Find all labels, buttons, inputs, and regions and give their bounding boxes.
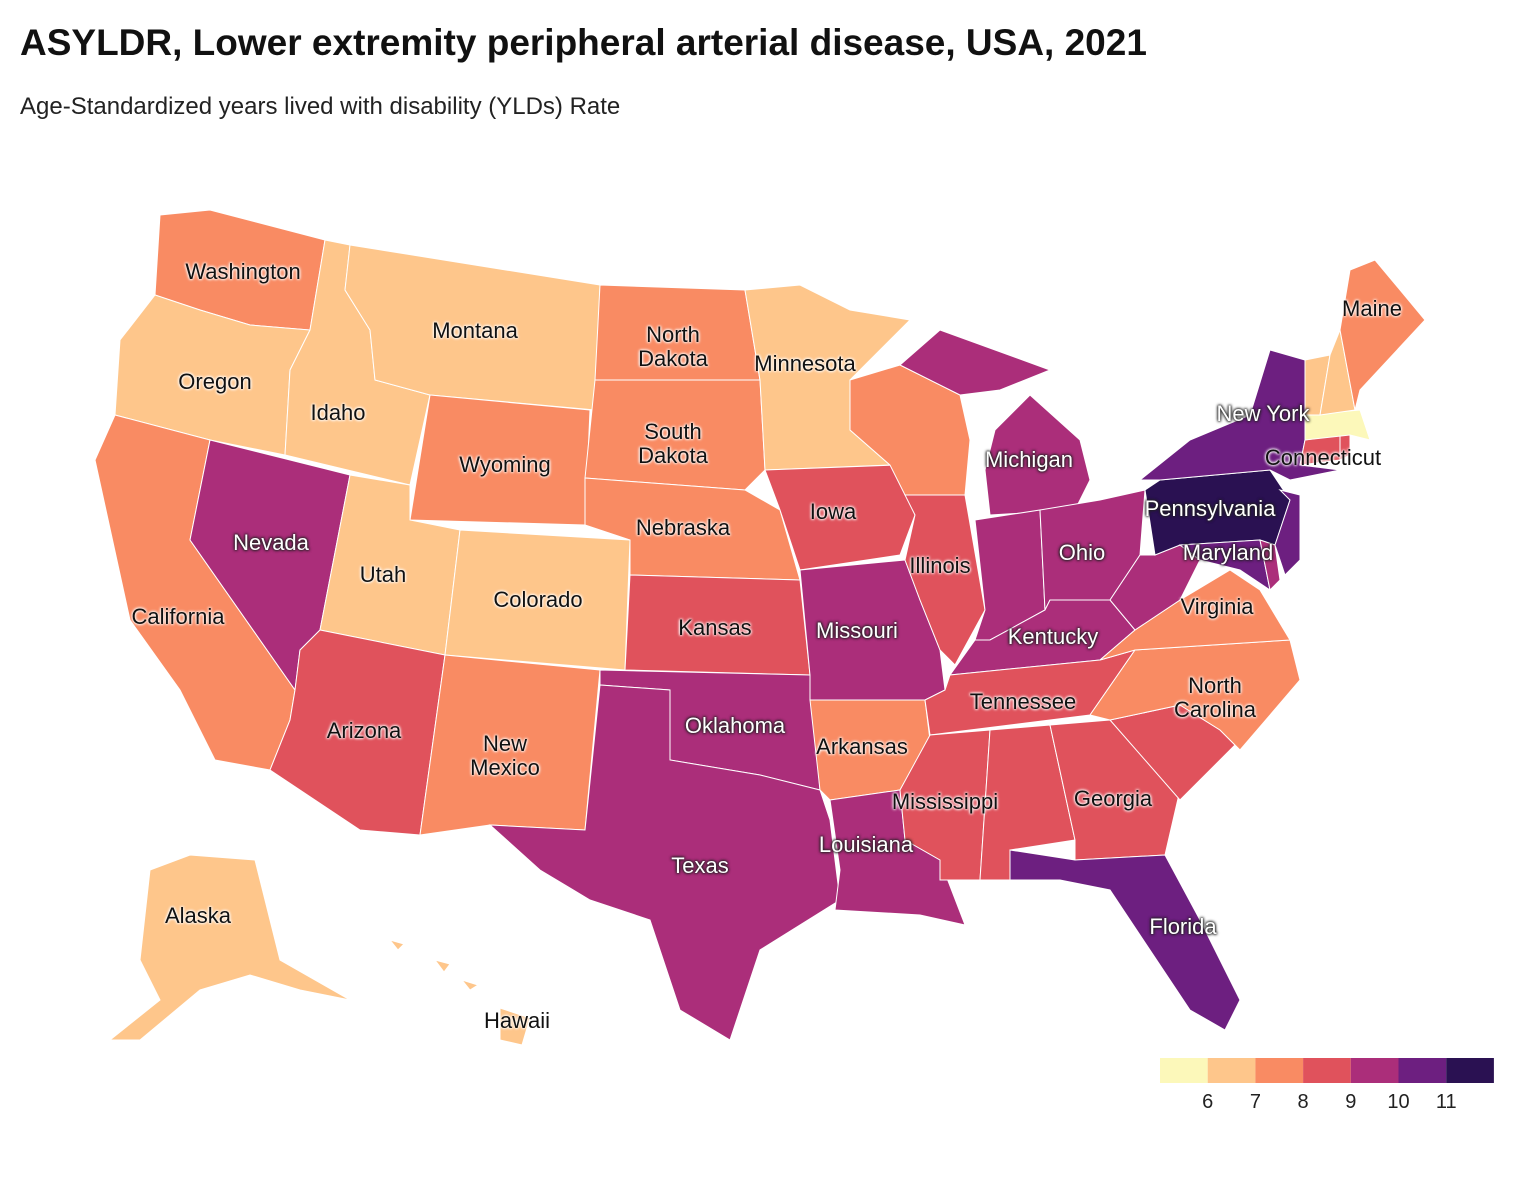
legend-swatch [1303,1058,1351,1083]
state [904,494,986,666]
state [388,939,405,951]
chart-subtitle: Age-Standardized years lived with disabi… [20,93,621,120]
state-label: Washington [185,259,301,284]
state-label: Oklahoma [684,713,786,738]
state-label: Mississippi [891,789,999,814]
legend-tick-label: 11 [1436,1091,1457,1113]
legend-tick-label: 8 [1298,1091,1309,1113]
state-label: Maryland [1182,540,1274,565]
state [1274,489,1301,576]
state-label: Tennessee [969,689,1077,714]
legend-tick-label: 9 [1345,1091,1356,1113]
state-label: California [131,604,225,629]
legend-swatch [1207,1058,1256,1083]
state-label: North Carolina [1174,673,1256,722]
state-label: Hawaii [483,1008,551,1033]
state-label: Arizona [326,718,402,743]
state [899,329,1052,396]
state-label: Michigan [984,447,1074,472]
state [1009,849,1241,1031]
legend-tick-label: 10 [1387,1091,1409,1113]
state-label: Virginia [1180,594,1254,619]
legend-swatch [1255,1058,1304,1083]
legend-swatch [1446,1058,1494,1083]
state-label: Utah [359,562,407,587]
state-label: New York [1216,401,1310,426]
state-label: Idaho [310,400,366,425]
state-label: Alaska [164,903,232,928]
states [94,209,1426,1046]
state-label: Florida [1149,914,1217,939]
state-label: Missouri [816,618,898,643]
state-label: Colorado [493,587,583,612]
state-label: Connecticut [1264,445,1382,470]
state-label: Louisiana [818,832,914,857]
state [460,979,480,991]
state-label: Minnesota [754,351,856,376]
legend-tick-label: 6 [1202,1091,1213,1113]
state-label: Texas [671,853,729,878]
state [108,854,351,1041]
state-label: Montana [432,318,518,343]
chart-title: ASYLDR, Lower extremity peripheral arter… [20,22,1147,63]
legend-swatch [1398,1058,1447,1083]
legend-swatch [1350,1058,1399,1083]
state-label: Ohio [1058,540,1106,565]
state-label: Oregon [178,369,252,394]
state [984,394,1091,516]
state-label: Nevada [233,530,309,555]
state-label: Kentucky [1007,624,1099,649]
state [1339,259,1426,411]
state [1178,539,1271,592]
state-label: Kansas [678,615,752,640]
state-label: Pennsylvania [1144,496,1276,521]
legend-swatch [1160,1058,1208,1083]
state [499,1007,531,1046]
state [584,379,766,491]
state-label: Illinois [909,553,971,578]
state [1259,539,1281,592]
legend-tick-label: 7 [1250,1091,1261,1113]
state [488,684,841,1041]
state-label: Georgia [1073,786,1153,811]
state-label: South Dakota [638,419,708,468]
state-label: Arkansas [816,734,908,759]
state [433,959,451,973]
state-label: North Dakota [638,322,708,371]
state-label: Wyoming [459,452,551,477]
state-label: Maine [1342,296,1402,321]
state-label: Nebraska [635,515,731,540]
state-label: New Mexico [470,731,540,780]
state-label: Iowa [809,499,857,524]
